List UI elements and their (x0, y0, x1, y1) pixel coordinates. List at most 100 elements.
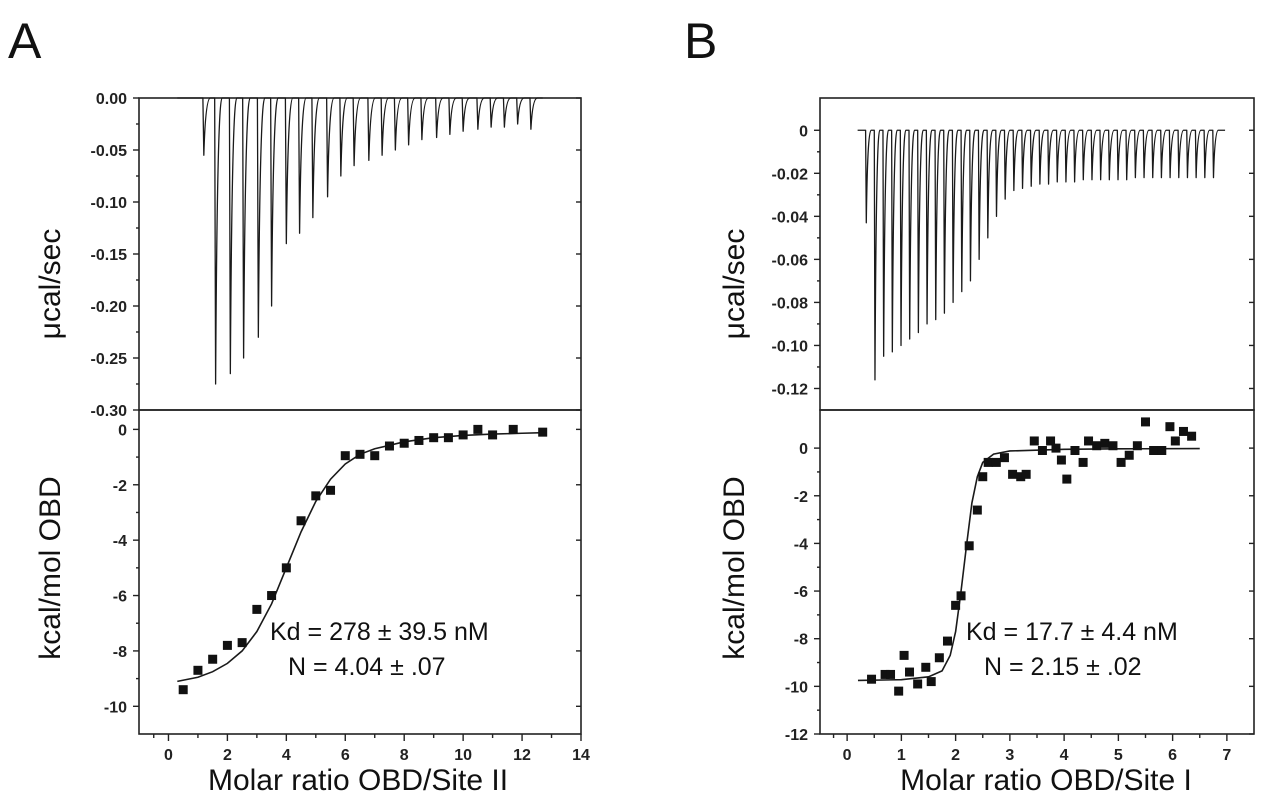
panel-b-bottom-ytick-label: -10 (785, 679, 808, 696)
panel-b-data-point (926, 677, 936, 687)
panel-a-data-point (473, 424, 483, 434)
panel-b-data-point (1070, 446, 1080, 455)
panel-b-data-point (1016, 472, 1026, 482)
panel-b-data-point (905, 667, 915, 677)
panel-a-bottom-ytick-label: -4 (113, 533, 127, 550)
panel-a-kd-annotation: Kd = 278 ± 39.5 nM (270, 618, 489, 646)
panel-a-data-point (178, 685, 188, 695)
panel-a-data-point (267, 591, 277, 601)
panel-b-xlabel: Molar ratio OBD/Site I (900, 764, 1192, 797)
panel-b-data-point (1170, 436, 1180, 446)
panel-b-xtick-label: 0 (843, 747, 852, 764)
panel-a-xtick-label: 0 (164, 747, 173, 764)
panel-b-xtick-label: 4 (1060, 747, 1069, 764)
panel-a-data-point (252, 604, 262, 614)
panel-b-data-point (1051, 443, 1061, 453)
panel-a-bottom-ytick-label: -10 (104, 699, 127, 716)
panel-a-data-point (414, 435, 424, 445)
panel-a-data-point (340, 451, 350, 461)
panel-b-data-point (951, 600, 961, 610)
panel-b-xtick-label: 2 (951, 747, 960, 764)
panel-b-data-point (886, 669, 896, 679)
panel-a-data-point (488, 430, 498, 440)
panel-a-top-frame (138, 97, 582, 411)
panel-a-xtick-label: 6 (341, 747, 350, 764)
panel-b-top-ytick-label: -0.04 (772, 209, 809, 226)
panel-a-top-ytick-label: -0.25 (91, 351, 128, 368)
panel-a-bottom-frame (138, 409, 582, 735)
panel-b-data-point (1149, 446, 1159, 455)
panel-a-data-point (429, 433, 439, 443)
panel-a-data-point (538, 427, 548, 437)
panel-b-top-ylabel: μcal/sec (718, 229, 751, 340)
panel-a-xtick-label: 14 (572, 747, 590, 764)
panel-b-top-ytick-label: -0.06 (772, 252, 809, 269)
panel-b-top-ytick-label: -0.08 (772, 295, 809, 312)
panel-b-xtick-label: 7 (1222, 747, 1231, 764)
panel-b-data-point (1165, 422, 1175, 432)
panel-b-data-point (964, 541, 974, 551)
panel-b-data-point (913, 679, 923, 689)
panel-b-data-point (1056, 455, 1066, 465)
panel-a-bottom-ylabel: kcal/mol OBD (34, 476, 67, 659)
panel-b-xtick-label: 6 (1168, 747, 1177, 764)
panel-a-data-point (355, 449, 365, 459)
panel-b-plot: 0 -0.02 -0.04 -0.06 -0.08 -0.10 -0.12 0 -2 -4 -6 -8… (772, 97, 1255, 764)
panel-b-top-ytick-label: 0 (799, 123, 808, 140)
panel-b-data-point (934, 653, 944, 663)
panel-b-data-point (942, 636, 952, 646)
panel-b-data-point (978, 472, 988, 482)
panel-a-letter: A (8, 13, 42, 69)
panel-b-data-point (1132, 441, 1142, 451)
panel-b-bottom-ytick-label: -6 (794, 584, 808, 601)
panel-b-data-point (1078, 457, 1088, 467)
panel-b-data-point (956, 591, 966, 601)
panel-b-data-point (1178, 426, 1188, 436)
panel-a-top-ytick-label: -0.05 (91, 143, 128, 160)
panel-b-data-point (1116, 457, 1126, 467)
panel-a-plot: 0.00 -0.05 -0.10 -0.15 -0.20 -0.25 -0.30 0 -2 -4 -… (91, 91, 590, 764)
panel-b-data-point (899, 650, 909, 660)
panel-a-xtick-label: 12 (513, 747, 531, 764)
panel-a-xlabel: Molar ratio OBD/Site II (208, 764, 508, 797)
panel-b-n-annotation: N = 2.15 ± .02 (984, 653, 1142, 681)
panel-b-bottom-ytick-label: -2 (794, 489, 808, 506)
panel-b-top-ytick-label: -0.02 (772, 166, 809, 183)
panel-b-data-point (880, 669, 890, 679)
panel-a-bottom-ytick-label: -8 (113, 644, 127, 661)
panel-b-data-point (1157, 446, 1167, 455)
panel-a-top-ytick-label: 0.00 (96, 91, 127, 108)
panel-a-top-ytick-label: -0.15 (91, 247, 128, 264)
panel-a-top-ytick-label: -0.10 (91, 195, 128, 212)
panel-b-data-point (1046, 436, 1056, 446)
panel-b-data-point (1037, 446, 1047, 455)
panel-b-data-point (867, 674, 877, 684)
panel-b-xtick-label: 1 (897, 747, 906, 764)
panel-b-data-point (999, 453, 1009, 463)
panel-b-xtick-label: 5 (1114, 747, 1123, 764)
panel-a-data-point (326, 485, 336, 495)
panel-b-bottom-ytick-label: 0 (799, 441, 808, 458)
panel-a-data-point (208, 654, 218, 664)
panel-b-bottom-frame (819, 409, 1255, 735)
panel-a-fit-curve (177, 431, 543, 683)
panel-a-top-ylabel: μcal/sec (34, 229, 67, 340)
panel-b-data-point (1187, 431, 1197, 441)
panel-b-bottom-ylabel: kcal/mol OBD (718, 476, 751, 659)
panel-a-bottom-ytick-label: -6 (113, 589, 127, 606)
panel-a-data-point (311, 491, 321, 501)
panel-b-top-ytick-label: -0.12 (772, 381, 809, 398)
panel-b-data-point (1008, 469, 1018, 479)
panel-b-letter: B (684, 13, 717, 69)
panel-a-raw-trace (177, 97, 543, 385)
panel-a-bottom-ytick-label: -2 (113, 478, 127, 495)
panel-b-data-point (1100, 438, 1110, 448)
panel-b-xtick-label: 3 (1005, 747, 1014, 764)
panel-b-data-point (921, 662, 931, 672)
panel-b-bottom-ytick-label: -8 (794, 632, 808, 649)
panel-b-data-point (972, 505, 982, 515)
chart-marks: 0.00 -0.05 -0.10 -0.15 -0.20 -0.25 -0.30 0 -2 -4 -… (91, 91, 1255, 764)
panel-a-data-point (443, 433, 453, 443)
panel-b-bottom-ytick-label: -4 (794, 536, 808, 553)
